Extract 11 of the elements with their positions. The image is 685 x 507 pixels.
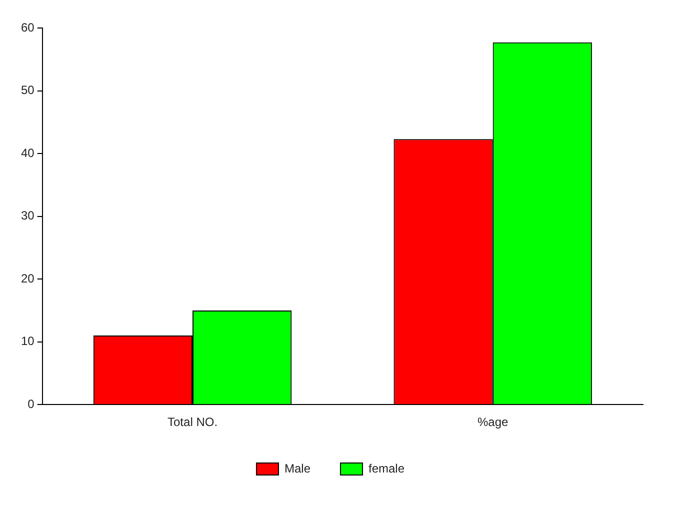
y-tick-label: 10 [20,334,35,348]
y-tick-label: 30 [20,208,35,223]
x-tick-label: %age [477,415,509,430]
y-tick-label: 20 [20,271,35,286]
legend-label: female [368,461,405,476]
x-tick-label: Total NO. [168,415,218,430]
y-tick-label: 0 [28,396,35,411]
legend-label: Male [284,461,311,476]
y-tick-label: 40 [20,146,35,160]
y-tick-label: 50 [20,83,35,98]
y-tick-label: 60 [20,20,35,34]
